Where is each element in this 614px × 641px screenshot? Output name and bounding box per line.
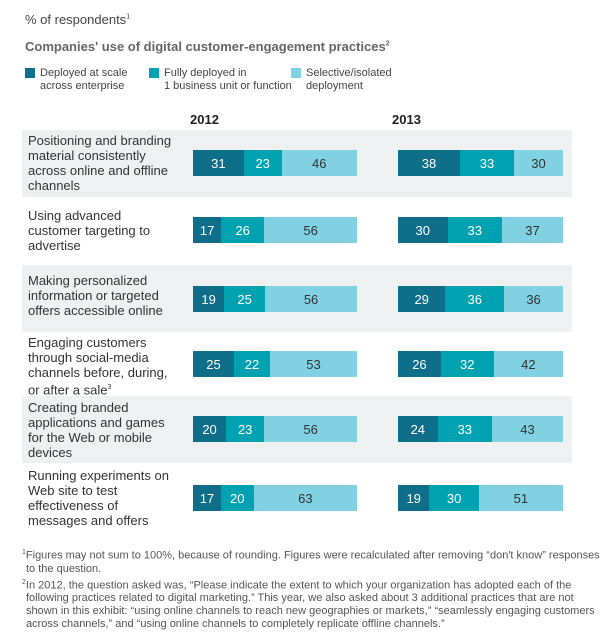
bar-segment: 33 [437,416,493,442]
category-label: Creating branded applications and games … [28,400,178,460]
category-label: Engaging customers through social-media … [28,335,178,397]
footnote-mark: 3 [107,384,112,391]
legend-label: 1 business unit or function [164,80,292,92]
bar-segment: 56 [264,416,357,442]
legend-swatch [149,68,159,78]
bar-segment: 43 [492,416,563,442]
bar-segment: 25 [193,351,234,377]
bar-segment: 29 [398,286,446,312]
bar-segment: 53 [270,351,357,377]
category-label: Positioning and branding material consis… [28,133,178,193]
stacked-bar-2012: 25 22 53 [193,351,357,377]
bar-segment: 23 [226,416,265,442]
bar-segment: 38 [398,150,461,176]
footnote-1: 1Figures may not sum to 100%, because of… [22,549,600,575]
category-text: Running experiments on Web site to test … [28,468,169,528]
panel-title-2012: 2012 [190,112,219,127]
bar-segment: 33 [447,217,502,243]
stacked-bar-2012: 20 23 56 [193,416,357,442]
category-text: Engaging customers through social-media … [28,335,168,398]
bar-segment: 36 [445,286,505,312]
bar-segment: 31 [193,150,244,176]
stacked-bar-2013: 38 33 30 [398,150,563,176]
bar-segment: 33 [460,150,514,176]
category-text: Using advanced customer targeting to adv… [28,208,151,253]
bar-segment: 19 [193,286,225,312]
category-label: Running experiments on Web site to test … [28,468,178,528]
stacked-bar-2013: 30 33 37 [398,217,563,243]
category-text: Creating branded applications and games … [28,400,165,460]
bar-segment: 25 [224,286,266,312]
stacked-bar-2012: 19 25 56 [193,286,357,312]
stacked-bar-2012: 17 20 63 [193,485,357,511]
bar-segment: 30 [513,150,563,176]
stacked-bar-2012: 17 26 56 [193,217,357,243]
bar-segment: 36 [504,286,563,312]
bar-segment: 30 [429,485,479,511]
bar-segment: 56 [264,217,357,243]
bar-segment: 56 [265,286,357,312]
legend-label: Deployed at scale [40,67,128,79]
category-text: Making personalized information or targe… [28,273,163,318]
bar-segment: 20 [193,416,227,442]
legend-label: Fully deployed in [164,67,247,79]
legend-item: Selective/isolated deployment [291,67,392,93]
legend-label: deployment [306,80,363,92]
legend-label: Selective/isolated [306,67,392,79]
bar-segment: 20 [220,485,254,511]
bar-segment: 19 [398,485,430,511]
bar-segment: 22 [234,351,271,377]
bar-segment: 24 [398,416,438,442]
category-label: Making personalized information or targe… [28,273,178,318]
bar-segment: 63 [253,485,357,511]
unit-label: % of respondents1 [25,12,131,27]
bar-segment: 26 [221,217,265,243]
legend-label: across enterprise [40,80,125,92]
bar-segment: 51 [478,485,563,511]
bar-segment: 17 [193,485,221,511]
chart-title: Companies' use of digital customer-engag… [25,39,390,54]
bar-segment: 46 [281,150,357,176]
bar-segment: 37 [501,217,563,243]
footnote-2: 2In 2012, the question asked was, “Pleas… [22,578,595,631]
bar-segment: 23 [243,150,282,176]
footnotes: 1Figures may not sum to 100%, because of… [22,546,602,631]
legend-item: Fully deployed in 1 business unit or func… [149,67,292,93]
stacked-bar-2013: 19 30 51 [398,485,563,511]
legend-item: Deployed at scale across enterprise [25,67,128,93]
bar-segment: 32 [440,351,494,377]
stacked-bar-2012: 31 23 46 [193,150,357,176]
stacked-bar-2013: 24 33 43 [398,416,563,442]
bar-segment: 42 [493,351,563,377]
stacked-bar-2013: 29 36 36 [398,286,563,312]
bar-segment: 26 [398,351,441,377]
legend-swatch [25,68,35,78]
bar-segment: 30 [398,217,448,243]
category-label: Using advanced customer targeting to adv… [28,208,178,253]
panel-title-2013: 2013 [392,112,421,127]
category-text: Positioning and branding material consis… [28,133,172,193]
stacked-bar-2013: 26 32 42 [398,351,563,377]
bar-segment: 17 [193,217,222,243]
legend-swatch [291,68,301,78]
